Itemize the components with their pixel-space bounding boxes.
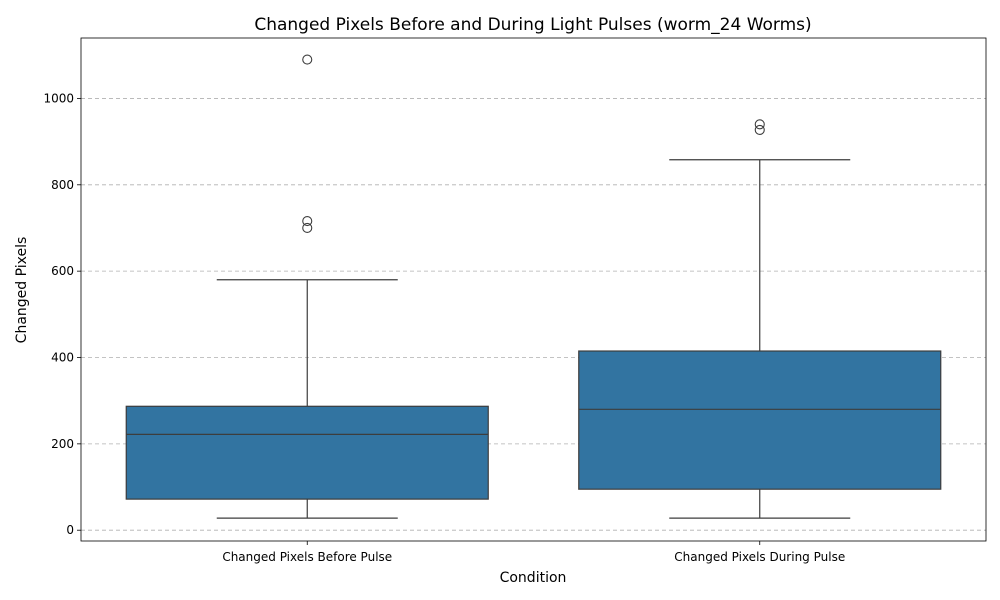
x-axis-label: Condition — [500, 570, 567, 586]
outlier-point — [302, 216, 313, 227]
outlier-point — [754, 119, 765, 130]
x-tick-label: Changed Pixels During Pulse — [674, 550, 845, 564]
plot-frame — [80, 37, 987, 542]
outlier-point — [302, 222, 313, 234]
iqr-box — [578, 350, 942, 490]
iqr-box — [125, 405, 489, 500]
outlier-point — [754, 124, 765, 136]
x-axis-ticks: Changed Pixels Before Pulse Changed Pixel… — [222, 541, 845, 564]
x-tick-label: Changed Pixels Before Pulse — [222, 550, 392, 564]
y-axis-ticks: 0 200 400 600 800 1000 — [43, 91, 81, 537]
box-group — [125, 54, 489, 519]
y-tick-label: 400 — [51, 351, 74, 365]
y-tick-label: 200 — [51, 437, 74, 451]
box-group — [578, 119, 942, 519]
y-axis-label: Changed Pixels — [14, 237, 30, 344]
y-tick-label: 800 — [51, 178, 74, 192]
y-tick-label: 0 — [66, 523, 74, 537]
box-series — [125, 54, 942, 519]
outlier-point — [302, 54, 313, 65]
y-tick-label: 1000 — [43, 91, 74, 105]
y-tick-label: 600 — [51, 264, 74, 278]
chart-title: Changed Pixels Before and During Light P… — [254, 15, 811, 35]
